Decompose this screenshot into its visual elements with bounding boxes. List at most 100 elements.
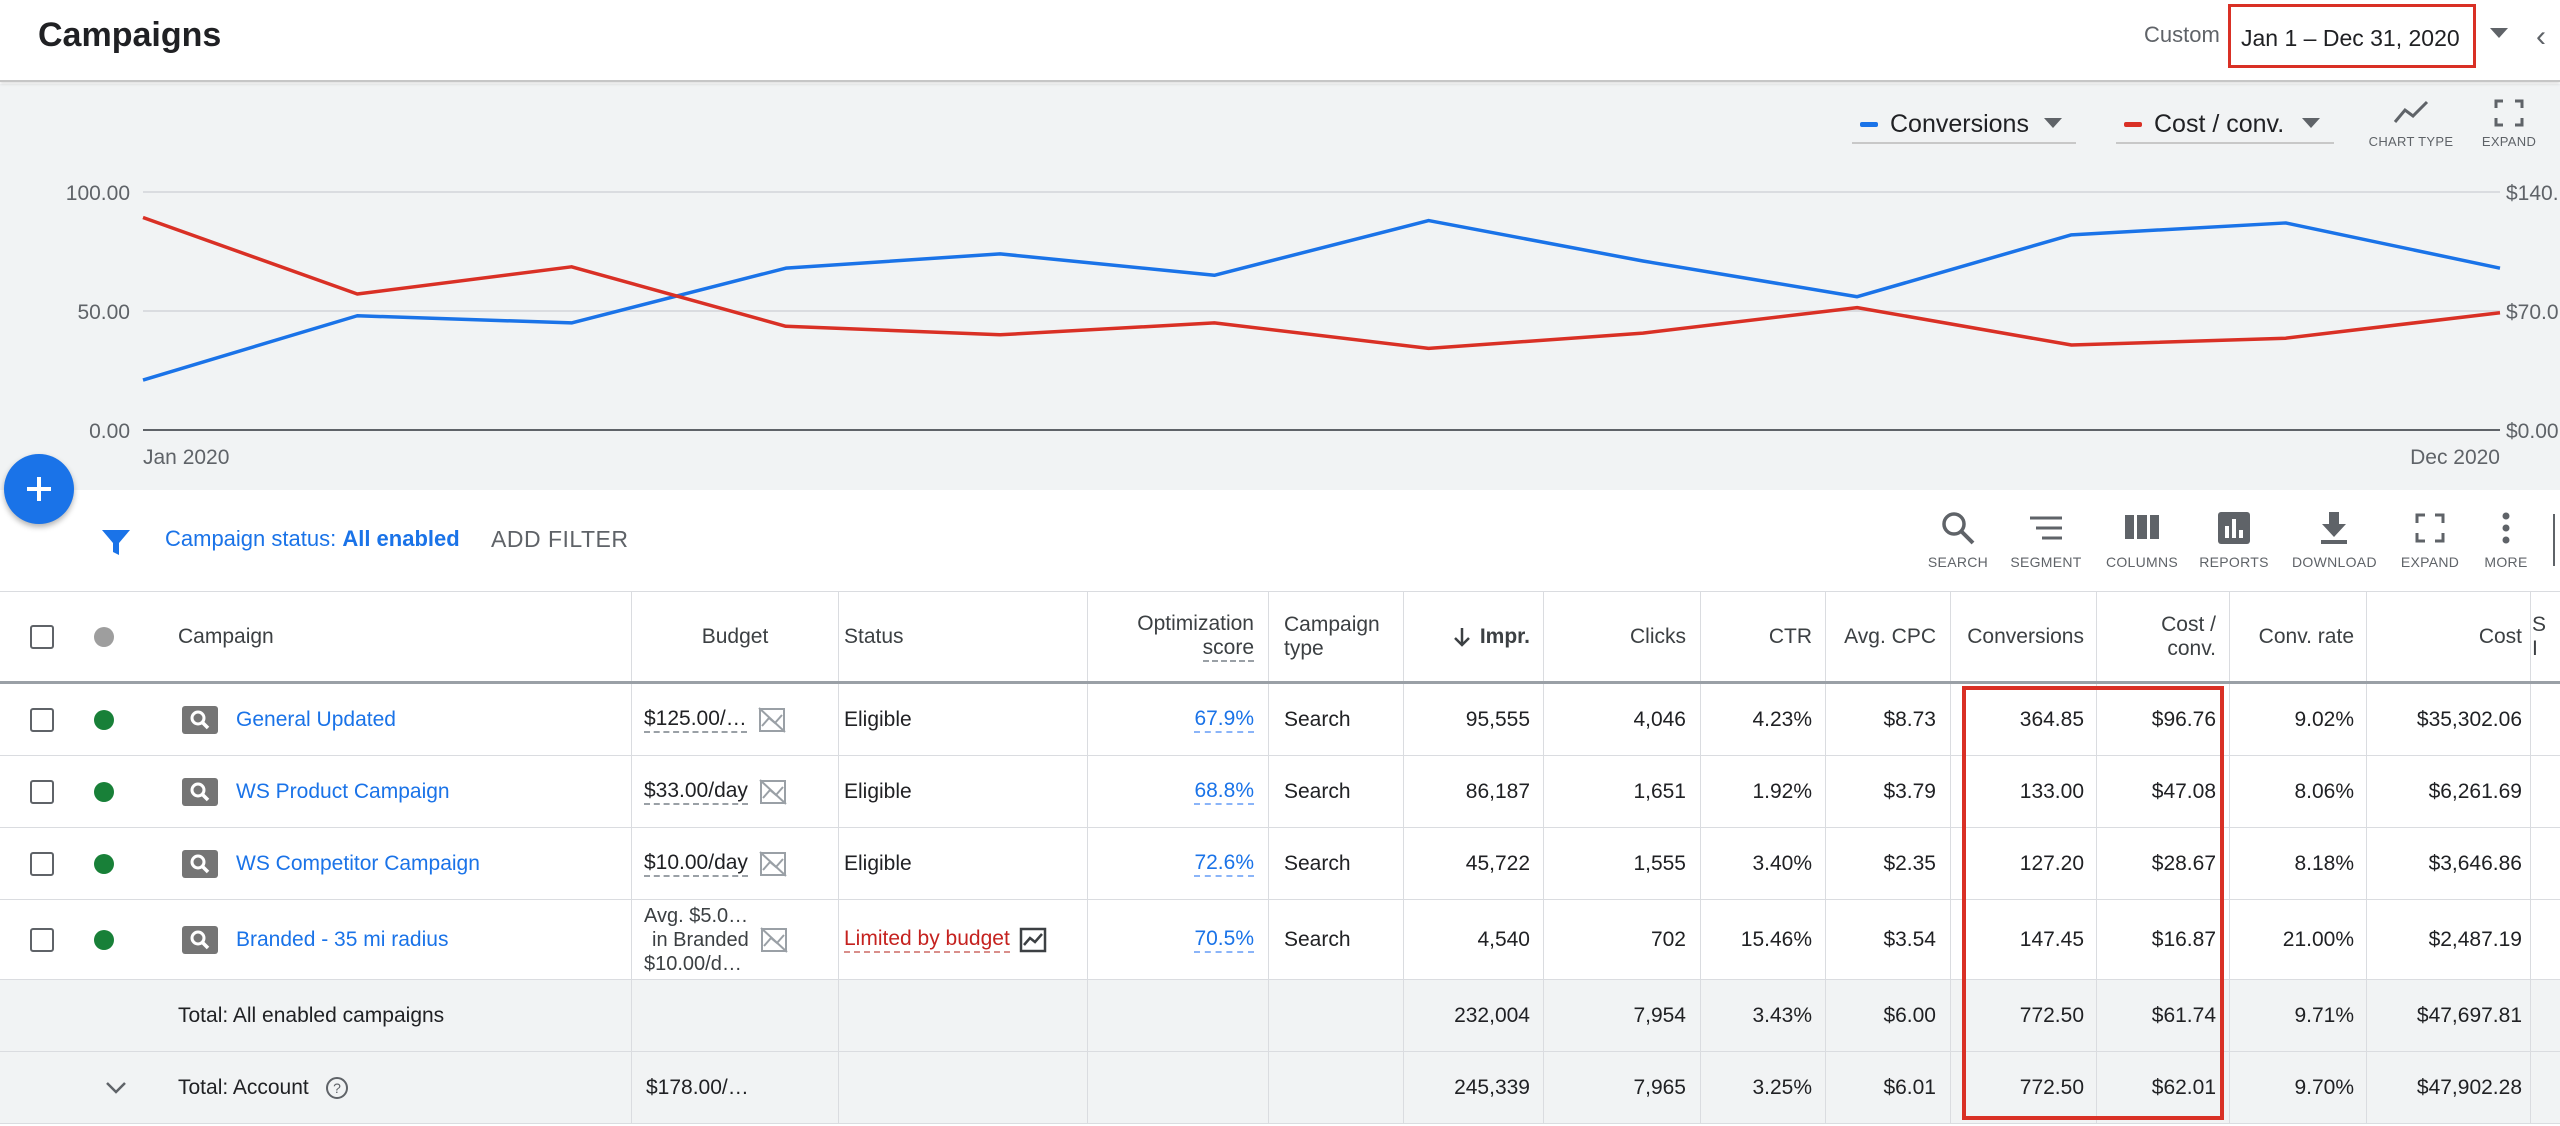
column-header-clicks[interactable]: Clicks xyxy=(1630,624,1686,648)
column-header-avg-cpc[interactable]: Avg. CPC xyxy=(1844,624,1936,648)
chevron-down-icon[interactable] xyxy=(2490,28,2508,38)
header-line: type xyxy=(1284,636,1324,660)
row-checkbox[interactable] xyxy=(30,851,54,876)
optimization-score-link[interactable]: 72.6% xyxy=(1194,851,1254,877)
metric-label: Conversions xyxy=(1890,110,2029,138)
budget-chart-off-icon[interactable] xyxy=(758,850,788,878)
enabled-status-icon[interactable] xyxy=(94,781,114,802)
column-header-campaign[interactable]: Campaign xyxy=(178,624,274,648)
column-divider xyxy=(1700,828,1701,899)
column-divider xyxy=(2229,592,2230,681)
column-header-impressions[interactable]: Impr. xyxy=(1404,592,1530,681)
metric-select-conversions[interactable]: Conversions xyxy=(1852,104,2076,144)
budget-chart-off-icon[interactable] xyxy=(759,926,789,954)
column-header-campaign-type[interactable]: Campaign type xyxy=(1284,592,1404,681)
date-range-picker[interactable]: Jan 1 – Dec 31, 2020 xyxy=(2228,4,2476,68)
table-body: General Updated $125.00/… Eligible 67.9%… xyxy=(0,684,2560,1124)
performance-chart: 100.00 $140. 50.00 $70.0 0.00 $0.00 Jan 2020 De… xyxy=(0,84,2560,490)
conv-rate-cell: 8.18% xyxy=(2294,851,2354,875)
column-divider xyxy=(1543,1052,1544,1123)
column-divider xyxy=(1087,592,1088,681)
columns-button[interactable]: COLUMNS xyxy=(2100,510,2184,570)
campaign-name-link[interactable]: Branded - 35 mi radius xyxy=(236,927,449,951)
optimization-score-cell: 70.5% xyxy=(1090,900,1254,979)
optimization-score-cell: 72.6% xyxy=(1090,828,1254,899)
column-header-cost-per-conv[interactable]: Cost / conv. xyxy=(2098,592,2216,681)
column-header-optimization-score[interactable]: Optimization score xyxy=(1090,592,1254,681)
more-vert-icon xyxy=(2502,512,2510,544)
filter-icon[interactable] xyxy=(100,526,132,558)
chevron-down-icon[interactable] xyxy=(104,1080,128,1096)
reports-button[interactable]: REPORTS xyxy=(2192,510,2276,570)
shared-budget[interactable]: Avg. $5.0… in Branded $10.00/d… xyxy=(644,904,749,976)
column-divider xyxy=(838,592,839,681)
conv-rate-cell: 9.71% xyxy=(2294,1003,2354,1027)
add-filter-button[interactable]: ADD FILTER xyxy=(491,526,629,552)
expand-label: EXPAND xyxy=(2400,554,2460,570)
column-header-ctr[interactable]: CTR xyxy=(1768,624,1812,648)
header-line: score xyxy=(1202,636,1254,662)
legend-swatch-conversions xyxy=(1860,122,1878,127)
column-divider xyxy=(1825,592,1826,681)
optimization-score-link[interactable]: 68.8% xyxy=(1194,779,1254,805)
checkbox-cell xyxy=(30,684,62,755)
budget-value[interactable]: $125.00/… xyxy=(644,707,747,733)
row-checkbox[interactable] xyxy=(30,927,54,952)
enabled-status-icon[interactable] xyxy=(94,929,114,950)
chevron-down-icon xyxy=(2044,118,2062,128)
column-divider xyxy=(2229,980,2230,1051)
campaign-status-filter[interactable]: Campaign status: All enabled xyxy=(165,526,460,552)
column-header-conv-rate[interactable]: Conv. rate xyxy=(2258,624,2354,648)
campaigns-table: Campaign Budget Status Optimization scor… xyxy=(0,592,2560,1124)
budget-cell: $125.00/… xyxy=(644,684,846,755)
column-header-truncated[interactable]: S I xyxy=(2532,592,2560,681)
budget-value[interactable]: $10.00/day xyxy=(644,851,748,877)
budget-chart-off-icon[interactable] xyxy=(758,778,788,806)
cost-per-conv-cell: $61.74 xyxy=(2151,1003,2216,1027)
impressions-cell: 4,540 xyxy=(1477,927,1530,951)
add-campaign-button[interactable] xyxy=(4,454,74,524)
table-row[interactable]: General Updated $125.00/… Eligible 67.9%… xyxy=(0,684,2560,756)
avg-cpc-cell: $3.79 xyxy=(1883,779,1936,803)
budget-chart-off-icon[interactable] xyxy=(757,706,787,734)
search-button[interactable]: SEARCH xyxy=(1916,510,2000,570)
optimization-score-link[interactable]: 67.9% xyxy=(1194,707,1254,733)
table-row[interactable]: WS Competitor Campaign $10.00/day Eligib… xyxy=(0,828,2560,900)
budget-value[interactable]: $33.00/day xyxy=(644,779,748,805)
expand-chart-button[interactable]: EXPAND xyxy=(2464,98,2554,149)
impressions-cell: 45,722 xyxy=(1465,851,1530,875)
optimization-score-link[interactable]: 70.5% xyxy=(1194,927,1254,953)
row-checkbox[interactable] xyxy=(30,707,54,732)
help-icon[interactable]: ? xyxy=(325,1076,349,1100)
column-divider xyxy=(838,900,839,979)
table-row[interactable]: WS Product Campaign $33.00/day Eligible … xyxy=(0,756,2560,828)
campaign-name-link[interactable]: General Updated xyxy=(236,707,396,731)
column-divider xyxy=(838,828,839,899)
budget-cell: $33.00/day xyxy=(644,756,846,827)
metric-select-cost-per-conv[interactable]: Cost / conv. xyxy=(2116,104,2334,144)
column-header-conversions[interactable]: Conversions xyxy=(1967,624,2084,648)
status-limited-by-budget[interactable]: Limited by budget xyxy=(844,927,1010,953)
optimization-score-cell: 68.8% xyxy=(1090,756,1254,827)
chart-type-button[interactable]: CHART TYPE xyxy=(2366,98,2456,149)
campaign-name-link[interactable]: WS Product Campaign xyxy=(236,779,450,803)
enabled-status-icon[interactable] xyxy=(94,853,114,874)
column-header-cost[interactable]: Cost xyxy=(2478,624,2522,648)
expand-table-button[interactable]: EXPAND xyxy=(2388,510,2472,570)
y-left-tick-label: 50.00 xyxy=(77,301,130,324)
budget-trend-icon[interactable] xyxy=(1018,926,1048,954)
column-header-status[interactable]: Status xyxy=(844,624,904,648)
enabled-status-icon[interactable] xyxy=(94,709,114,730)
chevron-left-icon[interactable]: ‹ xyxy=(2536,20,2546,53)
campaign-name-link[interactable]: WS Competitor Campaign xyxy=(236,851,480,875)
arrow-down-icon xyxy=(1453,627,1470,647)
segment-button[interactable]: SEGMENT xyxy=(2004,510,2088,570)
more-button[interactable]: MORE xyxy=(2464,510,2548,570)
select-all-checkbox[interactable] xyxy=(30,624,54,649)
column-header-budget[interactable]: Budget xyxy=(701,624,769,648)
table-row[interactable]: Branded - 35 mi radius Avg. $5.0… in Bra… xyxy=(0,900,2560,980)
download-button[interactable]: DOWNLOAD xyxy=(2292,510,2377,570)
status-column-header[interactable] xyxy=(94,592,118,681)
column-divider xyxy=(2530,592,2531,681)
row-checkbox[interactable] xyxy=(30,779,54,804)
